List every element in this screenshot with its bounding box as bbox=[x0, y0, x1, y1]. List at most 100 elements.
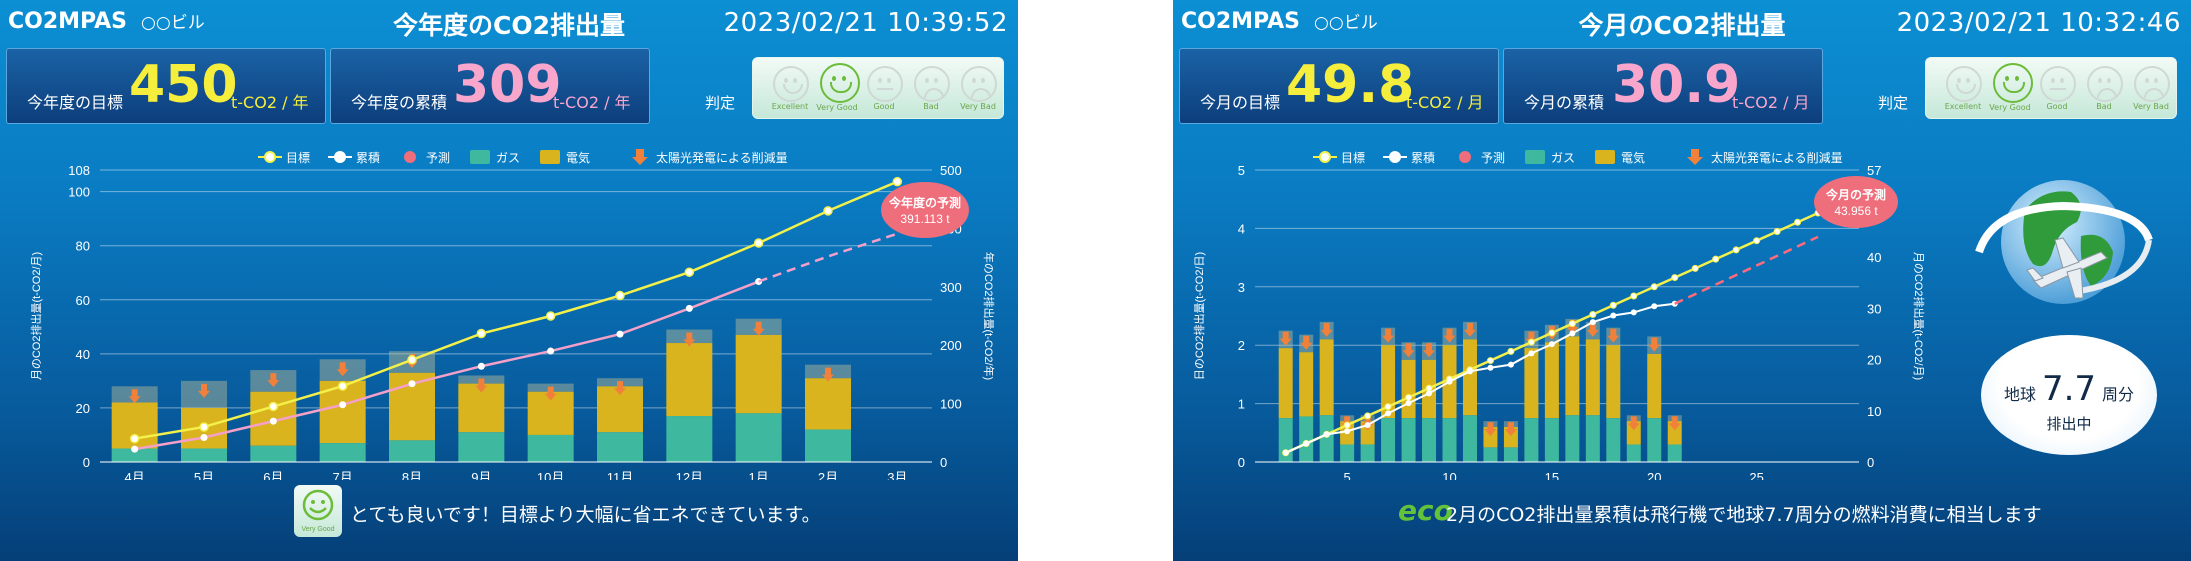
cumulative-point bbox=[1528, 350, 1535, 357]
legend-item: 電気 bbox=[1595, 150, 1645, 165]
gas-bar bbox=[111, 448, 158, 462]
gas-bar bbox=[735, 413, 782, 462]
goal-value: 450 bbox=[129, 55, 238, 115]
legend-label: 累積 bbox=[1411, 150, 1435, 165]
target-point bbox=[1405, 393, 1413, 401]
gas-bar bbox=[1462, 415, 1477, 462]
cumulative-unit: t-CO2 / 年 bbox=[553, 93, 631, 112]
x-tick-label: 6月 bbox=[263, 470, 283, 480]
legend-label: 目標 bbox=[286, 151, 310, 165]
face-bad-icon bbox=[914, 66, 950, 102]
electricity-bar bbox=[1544, 342, 1559, 419]
x-tick-label: 10 bbox=[1442, 470, 1456, 480]
earth-note: 排出中 bbox=[2046, 415, 2092, 433]
goal-card: 今年度の目標 450 t-CO2 / 年 bbox=[6, 48, 326, 124]
x-tick-label: 10月 bbox=[537, 470, 564, 480]
forecast-line bbox=[1674, 235, 1819, 305]
y2-tick-label: 20 bbox=[1867, 353, 1881, 368]
gas-bar bbox=[1524, 418, 1539, 462]
legend-swatch bbox=[1525, 150, 1545, 164]
datetime: 2023/02/21 10:39:52 bbox=[723, 8, 1008, 38]
cumulative-value: 30.9 bbox=[1612, 55, 1741, 115]
electricity-bar bbox=[1381, 345, 1396, 419]
y-tick-label: 100 bbox=[68, 185, 90, 200]
face-label: Excellent bbox=[771, 102, 809, 111]
goal-label: 今月の目標 bbox=[1200, 93, 1281, 112]
electricity-bar bbox=[735, 334, 782, 414]
y2-tick-label: 30 bbox=[1867, 301, 1881, 316]
solar-reduction-arrow bbox=[1382, 328, 1395, 343]
x-tick-label: 4月 bbox=[125, 470, 145, 480]
earth-laps-value: 7.7 bbox=[2041, 369, 2097, 409]
yearly-chart: 目標 累積 予測 ガス 電気 太陽光発電による削減量 0 20 40 60 80 100 108 0 100… bbox=[29, 149, 996, 480]
cumulative-line bbox=[134, 280, 760, 451]
legend-label: 予測 bbox=[1481, 151, 1505, 165]
electricity-bar bbox=[666, 343, 713, 417]
legend-item: 累積 bbox=[328, 150, 380, 165]
y-tick-label: 108 bbox=[68, 163, 90, 178]
gas-bar bbox=[181, 448, 227, 462]
gas-bar bbox=[1667, 444, 1682, 462]
solar-reduction-arrow bbox=[1423, 343, 1436, 358]
gas-bar bbox=[805, 429, 851, 462]
legend-marker bbox=[1459, 151, 1471, 163]
face-label: Very Bad bbox=[960, 102, 996, 111]
cumulative-value: 309 bbox=[453, 55, 562, 115]
electricity-bar bbox=[1462, 339, 1477, 416]
target-point bbox=[1568, 320, 1576, 328]
legend-item: 目標 bbox=[258, 151, 310, 165]
target-point bbox=[1343, 421, 1351, 429]
electricity-bar bbox=[1565, 336, 1580, 416]
forecast-bubble-title: 今年度の予測 bbox=[888, 195, 961, 210]
gas-bar bbox=[666, 416, 713, 462]
face-bad-icon bbox=[2087, 66, 2123, 102]
legend-item: 太陽光発電による削減量 bbox=[1687, 149, 1843, 165]
cumulative-card: 今年度の累積 309 t-CO2 / 年 bbox=[330, 48, 650, 124]
target-point bbox=[545, 311, 556, 321]
face-label: Good bbox=[2046, 102, 2068, 111]
target-point bbox=[268, 401, 279, 412]
legend-label: 予測 bbox=[426, 151, 450, 165]
cumulative-point bbox=[1323, 431, 1330, 438]
target-point bbox=[1384, 403, 1392, 411]
gas-bar bbox=[389, 440, 435, 462]
legend-label: ガス bbox=[496, 151, 520, 165]
x-tick-label: 1月 bbox=[749, 470, 769, 480]
monthly-chart: 目標累積予測ガス電気太陽光発電による削減量0123450102030405057… bbox=[1192, 149, 1926, 480]
gas-bar bbox=[1565, 415, 1580, 462]
goal-card: 今月の目標 49.8 t-CO2 / 月 bbox=[1179, 48, 1499, 124]
electricity-bar bbox=[805, 378, 851, 430]
gas-bar bbox=[597, 432, 643, 462]
solar-reduction-arrow bbox=[614, 381, 626, 396]
electricity-bar bbox=[1647, 353, 1662, 419]
face-label: Good bbox=[873, 102, 895, 111]
gas-bar bbox=[1422, 418, 1437, 462]
page-title: 今月のCO2排出量 bbox=[1578, 11, 1786, 40]
target-point bbox=[1507, 347, 1515, 355]
legend-label: 電気 bbox=[566, 150, 590, 165]
cumulative-point bbox=[685, 304, 693, 312]
solar-reduction-arrow bbox=[1504, 422, 1517, 437]
earth-laps-badge: 地球 7.7 周分 排出中 bbox=[1981, 335, 2157, 455]
gas-bar bbox=[1319, 415, 1334, 462]
gas-bar bbox=[1401, 418, 1416, 462]
y-tick-label: 0 bbox=[1238, 455, 1245, 470]
cumulative-point bbox=[1385, 410, 1392, 417]
face-good-icon bbox=[2040, 66, 2076, 102]
cumulative-point bbox=[1303, 440, 1310, 447]
solar-reduction-arrow bbox=[1627, 416, 1640, 431]
cumulative-point bbox=[269, 417, 277, 425]
target-point bbox=[1650, 283, 1658, 291]
face-excellent-icon bbox=[1946, 66, 1982, 102]
face-excellent-icon bbox=[773, 66, 809, 102]
y2-tick-label: 0 bbox=[1867, 455, 1874, 470]
solar-reduction-arrow bbox=[1443, 328, 1456, 343]
electricity-bar bbox=[1483, 426, 1498, 448]
y2-tick-label: 200 bbox=[940, 338, 962, 353]
electricity-bar bbox=[1626, 421, 1641, 445]
cumulative-point bbox=[1344, 428, 1351, 435]
target-point bbox=[1732, 246, 1740, 254]
target-point bbox=[1773, 227, 1781, 235]
earth-graphic bbox=[1963, 160, 2163, 334]
cumulative-point bbox=[339, 401, 347, 409]
